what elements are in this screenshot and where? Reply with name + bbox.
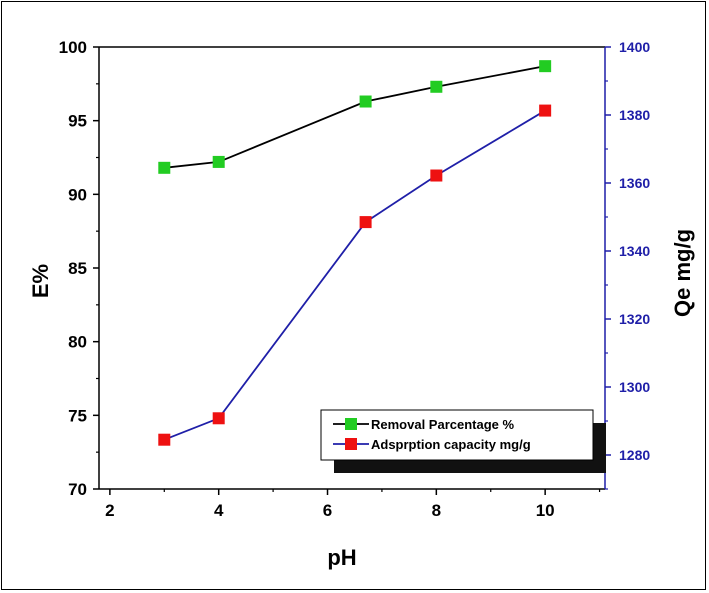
- data-point: [212, 412, 225, 425]
- legend-label-1: Removal Parcentage %: [371, 417, 515, 432]
- y-left-tick-label: 75: [68, 406, 87, 425]
- axes: 2 4 6 8 10 70 75 80 85 90 95 100 1280 1300 1320 1340 136…: [59, 38, 651, 520]
- data-point: [158, 161, 171, 174]
- y-axis-title-left: E%: [28, 264, 53, 298]
- y-left-tick-label: 80: [68, 333, 87, 352]
- y-left-tick-label: 100: [59, 38, 87, 57]
- series-line-1: [164, 65, 546, 169]
- legend-marker-2: [345, 438, 357, 450]
- data-point: [158, 433, 171, 446]
- legend-box: [320, 409, 594, 461]
- y-right-tick-label: 1280: [619, 447, 650, 463]
- x-tick-label: 10: [536, 501, 555, 520]
- data-point: [430, 169, 443, 182]
- legend-label-2: Adsprption capacity mg/g: [371, 437, 531, 452]
- y-right-tick-label: 1300: [619, 379, 650, 395]
- x-tick-label: 8: [432, 501, 441, 520]
- y-left-tick-label: 90: [68, 185, 87, 204]
- y-left-tick-label: 70: [68, 480, 87, 499]
- legend: Removal Parcentage % Adsprption capacity …: [320, 409, 606, 473]
- y-right-tick-label: 1380: [619, 107, 650, 123]
- x-tick-label: 4: [214, 501, 224, 520]
- y-right-tick-label: 1360: [619, 175, 650, 191]
- data-point: [539, 60, 552, 73]
- data-point: [359, 95, 372, 108]
- y-right-tick-label: 1340: [619, 243, 650, 259]
- x-tick-label: 2: [105, 501, 114, 520]
- y-left-tick-label: 95: [68, 112, 87, 131]
- x-tick-label: 6: [323, 501, 332, 520]
- data-point: [430, 80, 443, 93]
- data-point: [212, 155, 225, 168]
- y-left-tick-label: 85: [68, 259, 87, 278]
- x-axis-title: pH: [327, 545, 356, 570]
- y-right-tick-label: 1320: [619, 311, 650, 327]
- legend-marker-1: [345, 418, 357, 430]
- y-axis-title-right: Qe mg/g: [670, 229, 695, 317]
- data-point: [359, 216, 372, 229]
- y-right-tick-label: 1400: [619, 39, 650, 55]
- series-layer: [158, 60, 552, 446]
- data-point: [539, 104, 552, 117]
